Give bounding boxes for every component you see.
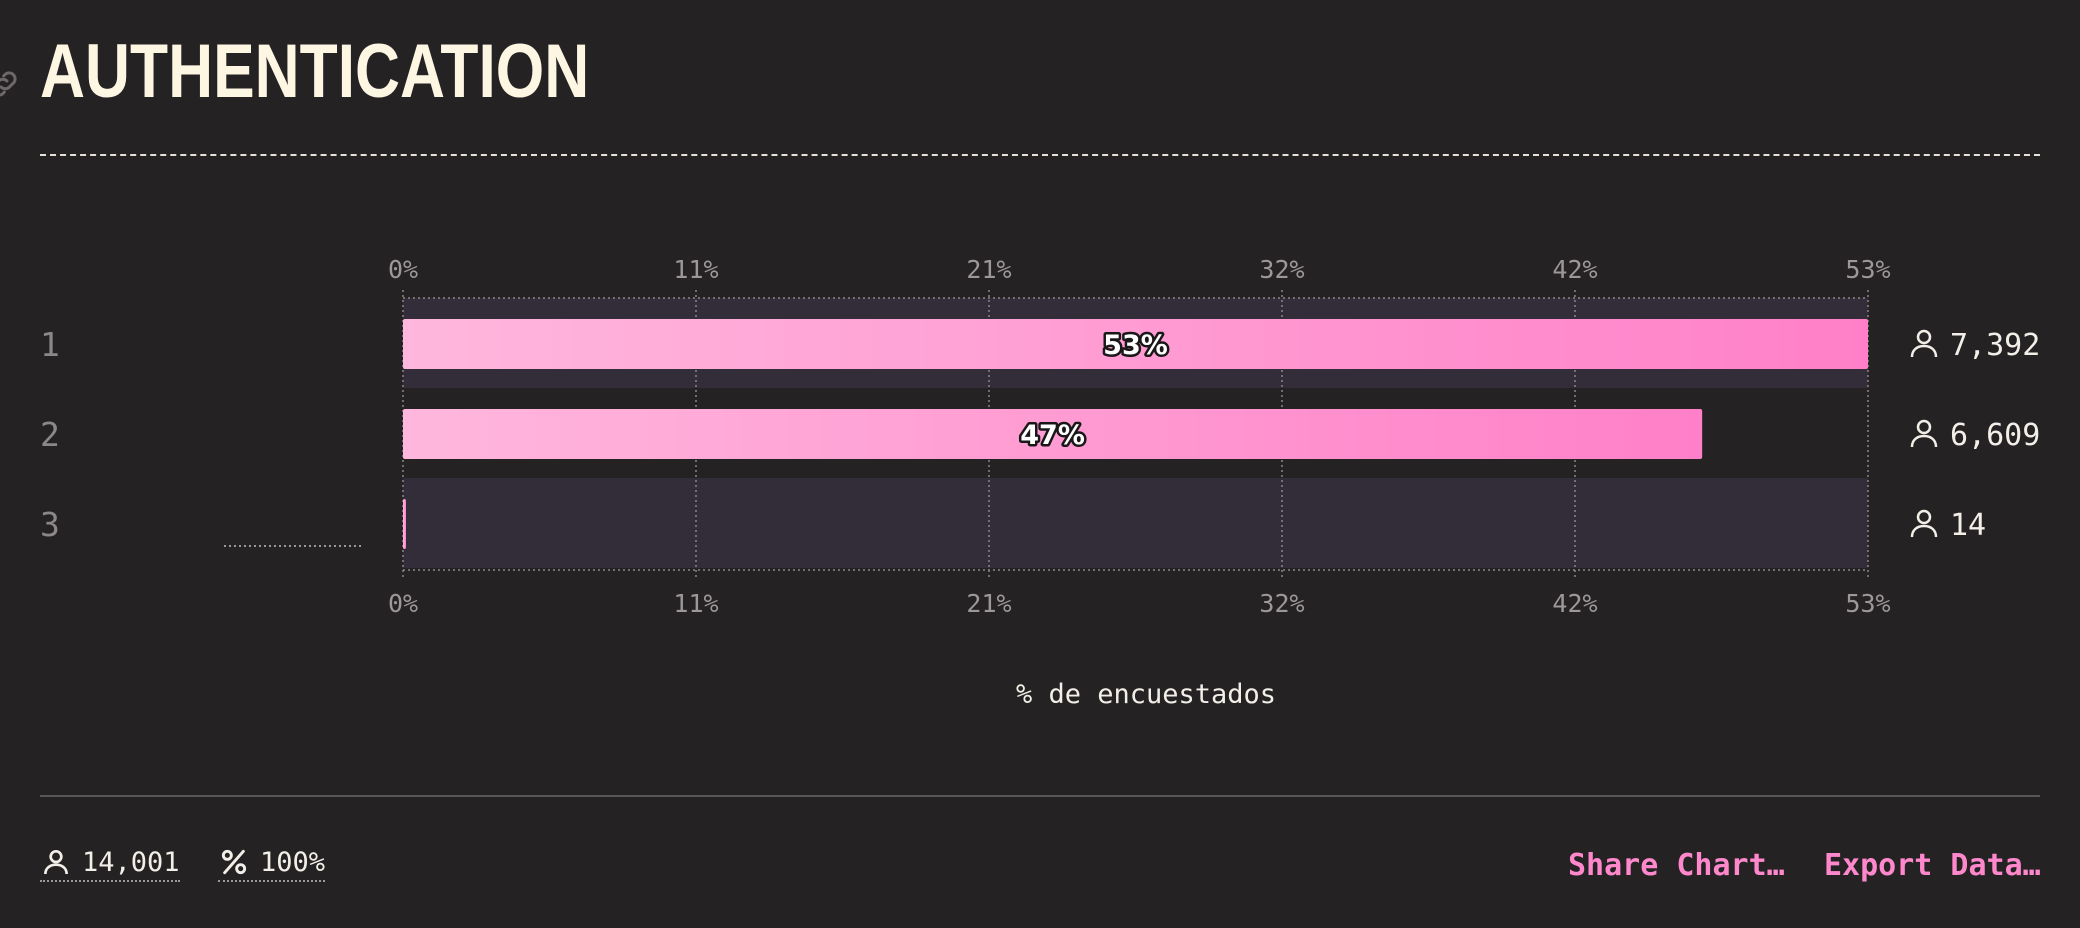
- person-icon: [1910, 419, 1938, 448]
- value-label-2: 47%: [1020, 420, 1085, 451]
- bar-chart: 0% 11% 21% 32% 42% 53% 0% 11% 21% 32% 42% 53% 123 …: [40, 255, 2040, 710]
- tick-label-top: 11%: [673, 255, 718, 284]
- tick-label-top: 53%: [1845, 255, 1890, 284]
- respondent-count-3: 14: [1950, 508, 1986, 543]
- respondent-count-2: 6,609: [1950, 418, 2040, 453]
- bar-2[interactable]: [403, 409, 1703, 459]
- person-icon: [1910, 329, 1938, 358]
- tick-label-bottom: 11%: [673, 589, 718, 618]
- person-icon: [44, 850, 68, 875]
- tick-label-bottom: 32%: [1259, 589, 1304, 618]
- row-label-2: 2: [40, 415, 60, 454]
- tick-label-top: 21%: [966, 255, 1011, 284]
- tick-label-top: 0%: [388, 255, 418, 284]
- value-label-1: 53%: [1103, 330, 1168, 361]
- page-title: AUTHENTICATION: [40, 29, 590, 114]
- percent-value: 100%: [260, 846, 326, 878]
- row-label-3: 3: [40, 505, 60, 544]
- percent-icon: [221, 849, 247, 875]
- share-chart-button[interactable]: Share Chart…: [1568, 848, 1785, 883]
- bar-1[interactable]: [403, 319, 1868, 369]
- row-track-3: [403, 478, 1868, 568]
- footer-divider: [40, 795, 2040, 797]
- tick-label-bottom: 42%: [1552, 589, 1597, 618]
- tick-label-top: 32%: [1259, 255, 1304, 284]
- tick-label-bottom: 0%: [388, 589, 418, 618]
- person-icon: [1910, 509, 1938, 538]
- percent-stat[interactable]: 100%: [218, 846, 326, 882]
- row-label-1: 1: [40, 325, 60, 364]
- export-data-button[interactable]: Export Data…: [1824, 848, 2041, 883]
- tick-label-bottom: 53%: [1845, 589, 1890, 618]
- title-divider: [40, 154, 2040, 156]
- bar-3[interactable]: [403, 499, 406, 549]
- total-respondents-stat[interactable]: 14,001: [40, 846, 180, 882]
- tick-label-bottom: 21%: [966, 589, 1011, 618]
- total-respondents-value: 14,001: [82, 846, 180, 878]
- respondent-count-1: 7,392: [1950, 328, 2040, 363]
- tick-label-top: 42%: [1552, 255, 1597, 284]
- link-icon[interactable]: [0, 66, 22, 102]
- x-axis-label: % de encuestados: [1016, 679, 1276, 710]
